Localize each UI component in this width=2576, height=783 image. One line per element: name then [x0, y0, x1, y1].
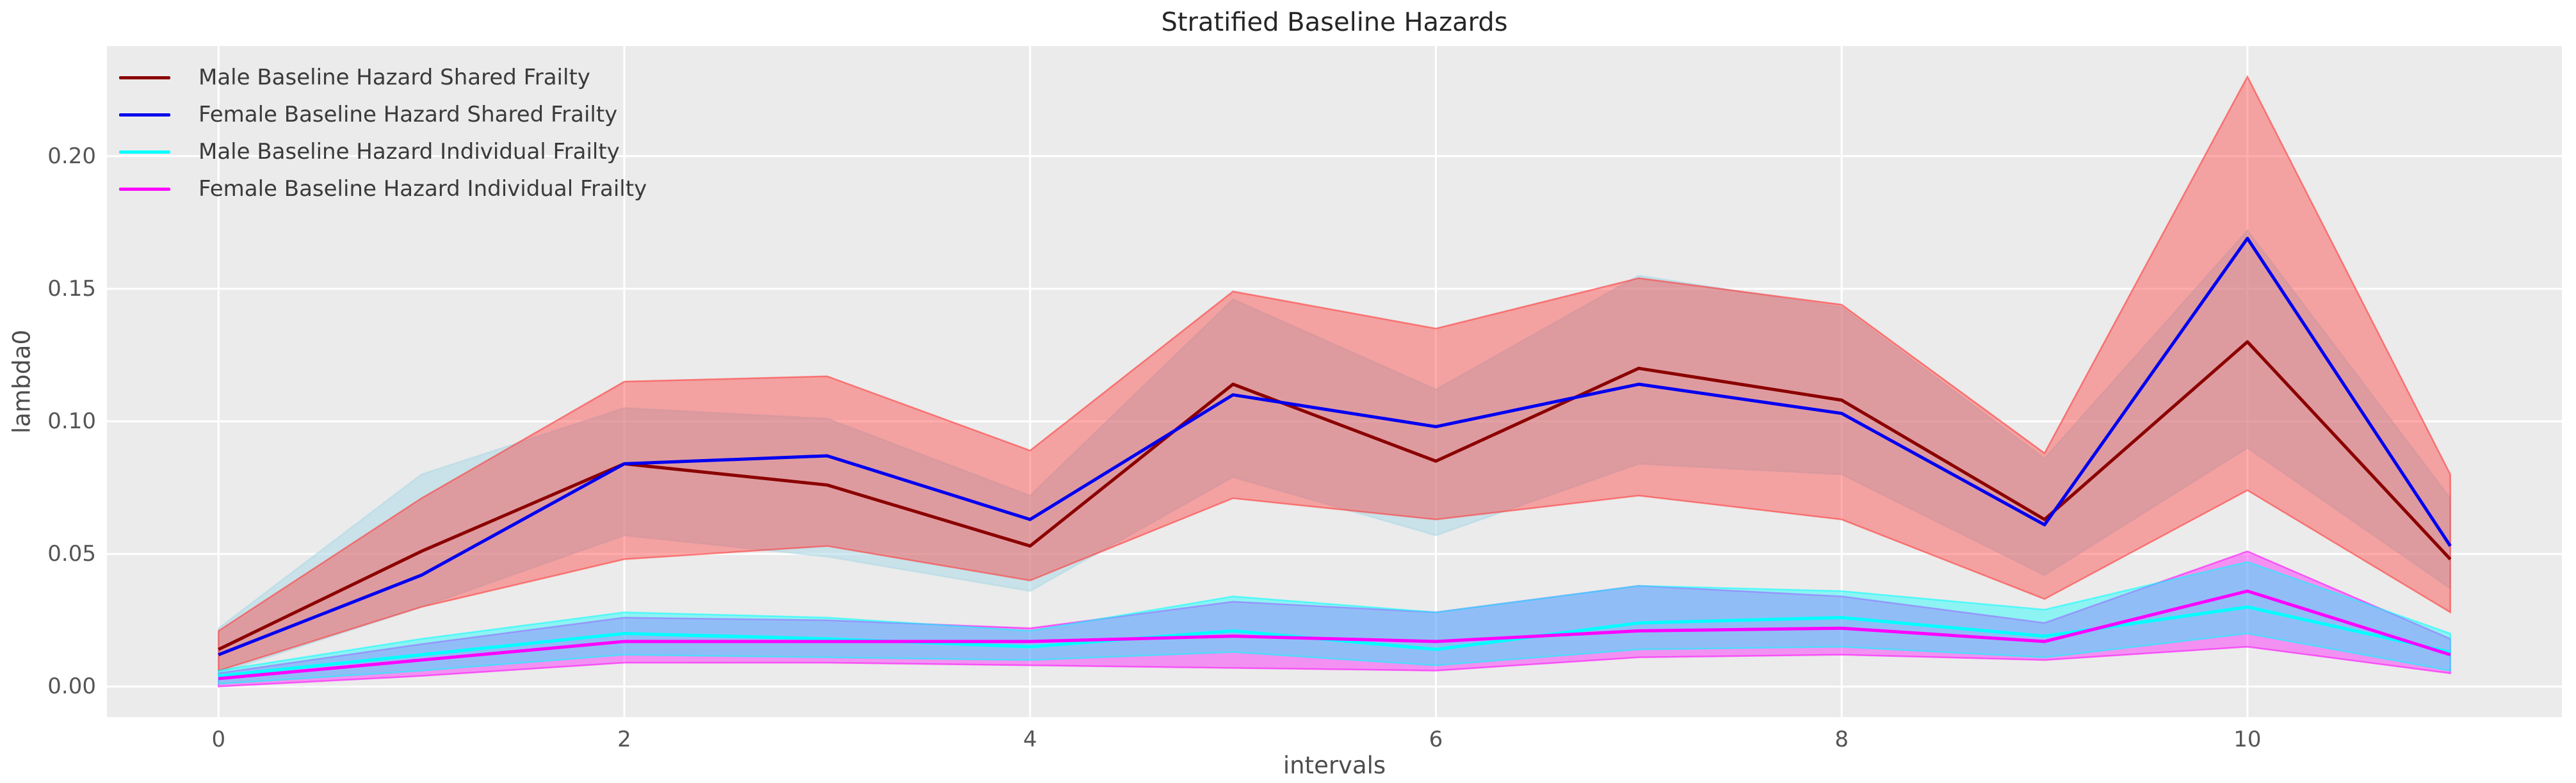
- legend-line-swatch: [119, 187, 170, 191]
- confidence-band: [218, 550, 2451, 688]
- legend-label: Female Baseline Hazard Individual Frailt…: [198, 176, 647, 202]
- x-tick-label: 0: [211, 727, 226, 752]
- hazard-line: [218, 340, 2452, 651]
- x-tick-label: 10: [2233, 727, 2262, 752]
- confidence-band: [218, 74, 2451, 672]
- y-tick-label: 0.15: [47, 276, 96, 302]
- legend: Male Baseline Hazard Shared Frailty Fema…: [119, 59, 647, 207]
- y-tick-label: 0.00: [47, 674, 96, 700]
- legend-item: Female Baseline Hazard Individual Frailt…: [119, 170, 647, 207]
- legend-line-swatch: [119, 113, 170, 117]
- y-tick-label: 0.05: [47, 541, 96, 567]
- legend-line-swatch: [119, 76, 170, 79]
- chart-title: Stratified Baseline Hazards: [1161, 8, 1508, 37]
- x-tick-label: 8: [1835, 727, 1849, 752]
- legend-item: Male Baseline Hazard Shared Frailty: [119, 59, 647, 96]
- y-tick-label: 0.20: [47, 143, 96, 169]
- x-tick-label: 4: [1023, 727, 1037, 752]
- legend-label: Male Baseline Hazard Individual Frailty: [198, 139, 620, 165]
- legend-item: Male Baseline Hazard Individual Frailty: [119, 133, 647, 170]
- legend-item: Female Baseline Hazard Shared Frailty: [119, 96, 647, 133]
- legend-line-swatch: [119, 150, 170, 154]
- legend-label: Male Baseline Hazard Shared Frailty: [198, 65, 590, 90]
- hazard-line: [218, 589, 2451, 681]
- plot-canvas: [107, 46, 2562, 717]
- hazard-line: [218, 236, 2452, 656]
- x-axis-label: intervals: [1283, 752, 1386, 779]
- x-tick-label: 2: [617, 727, 631, 752]
- y-tick-label: 0.10: [47, 408, 96, 435]
- plot-area: [107, 46, 2562, 717]
- legend-label: Female Baseline Hazard Shared Frailty: [198, 102, 618, 127]
- confidence-band: [218, 561, 2451, 685]
- x-tick-label: 6: [1429, 727, 1443, 752]
